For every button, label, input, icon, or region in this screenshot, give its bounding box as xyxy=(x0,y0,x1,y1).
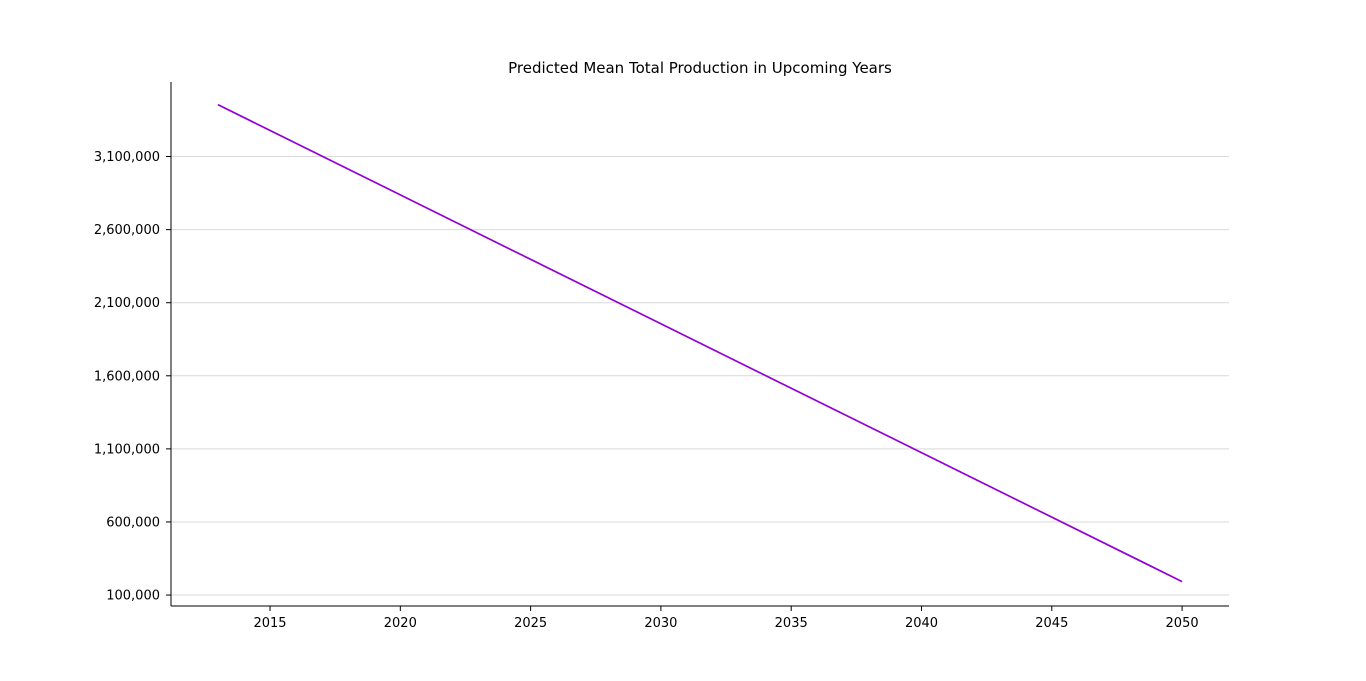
gridlines xyxy=(171,156,1229,596)
x-tick-label: 2050 xyxy=(1166,616,1199,631)
x-tick-label: 2025 xyxy=(514,616,547,631)
y-tick-label: 600,000 xyxy=(106,515,160,530)
x-tick-label: 2015 xyxy=(253,616,286,631)
x-tick-label: 2035 xyxy=(775,616,808,631)
y-tick-label: 2,600,000 xyxy=(94,223,160,238)
x-tick-label: 2045 xyxy=(1035,616,1068,631)
x-tick-label: 2040 xyxy=(905,616,938,631)
y-tick-label: 2,100,000 xyxy=(94,296,160,311)
chart-title: Predicted Mean Total Production in Upcom… xyxy=(508,59,892,77)
x-tick-label: 2020 xyxy=(384,616,417,631)
series-layer xyxy=(217,103,1183,583)
x-tick-label: 2030 xyxy=(644,616,677,631)
axes xyxy=(170,82,1229,607)
y-tick-label: 100,000 xyxy=(106,589,160,604)
y-tick-label: 3,100,000 xyxy=(94,150,160,165)
y-tick-label: 1,600,000 xyxy=(94,369,160,384)
y-axis-ticks: 100,000 600,000 1,100,000 1,600,000 2,100,00… xyxy=(94,150,171,604)
x-axis-ticks: 2015 2020 2025 2030 2035 2040 2045 2050 xyxy=(253,606,1199,631)
series-line xyxy=(217,103,1183,583)
y-tick-label: 1,100,000 xyxy=(94,442,160,457)
